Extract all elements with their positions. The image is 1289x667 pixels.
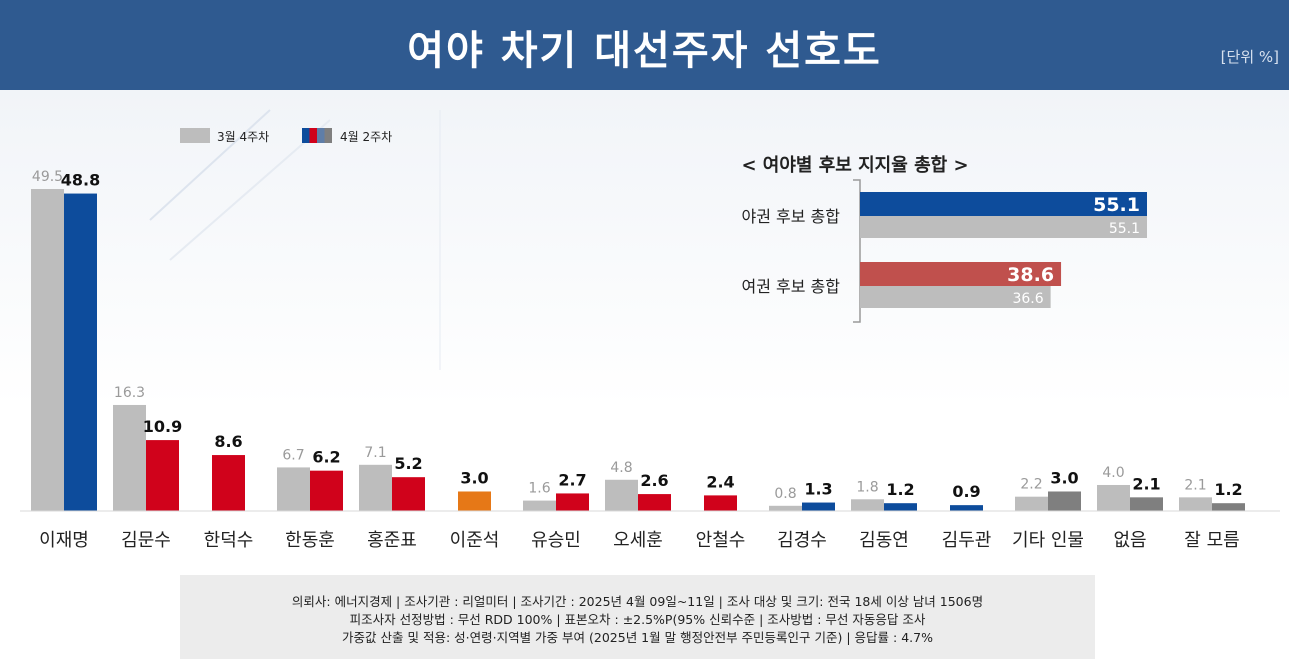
header-bar: 여야 차기 대선주자 선호도 [단위 %] — [0, 0, 1289, 90]
inset-title: < 여야별 후보 지지율 총합 > — [741, 154, 968, 176]
chart-background — [0, 90, 1289, 667]
inset-bracket — [853, 179, 861, 323]
category-label: 한동훈 — [285, 530, 335, 551]
bar-cur-label: 2.7 — [558, 470, 586, 489]
category-label: 이재명 — [39, 530, 89, 551]
inset-bar-cur-label: 55.1 — [1093, 194, 1140, 216]
bar-cur-label: 1.2 — [1214, 480, 1242, 499]
bar-prev-label: 49.5 — [32, 169, 63, 185]
bar-prev — [359, 464, 392, 511]
inset-bar-prev — [860, 286, 1051, 308]
decor-line — [149, 109, 271, 221]
category-label: 이준석 — [450, 530, 500, 551]
bar-cur — [1212, 503, 1245, 511]
survey-info-box: 의뢰사: 에너지경제 | 조사기관 : 리얼미터 | 조사기간 : 2025년 … — [180, 575, 1095, 659]
survey-info-line-3: 가중값 산출 및 적용: 성·연령·지역별 가중 부여 (2025년 1월 말 … — [342, 630, 933, 645]
bar-cur-label: 48.8 — [61, 171, 100, 190]
bar-prev — [1015, 496, 1048, 511]
category-label: 김경수 — [777, 530, 827, 551]
inset-bar-prev — [860, 216, 1147, 238]
bar-prev-label: 4.0 — [1102, 465, 1124, 481]
bar-prev — [523, 500, 556, 511]
category-label: 기타 인물 — [1012, 530, 1084, 551]
legend-swatch-cur — [309, 128, 317, 143]
legend-swatch-cur — [317, 128, 325, 143]
bar-cur-label: 0.9 — [952, 482, 980, 501]
bar-cur — [64, 193, 97, 511]
bar-cur — [884, 503, 917, 511]
survey-info-line-2: 피조사자 선정방법 : 무선 RDD 100% | 표본오차 : ±2.5%P(… — [349, 612, 926, 627]
category-label: 홍준표 — [367, 530, 417, 551]
bar-prev-label: 4.8 — [610, 460, 632, 476]
page-title: 여야 차기 대선주자 선호도 — [407, 28, 882, 74]
bar-cur — [802, 502, 835, 511]
bar-cur-label: 10.9 — [143, 417, 182, 436]
inset-category-label: 여권 후보 총합 — [742, 277, 841, 296]
inset-bar-prev-label: 36.6 — [1012, 291, 1043, 307]
bar-prev — [605, 479, 638, 511]
bar-prev — [113, 404, 146, 511]
bar-cur — [556, 493, 589, 511]
bar-prev-label: 2.1 — [1184, 477, 1206, 493]
bar-cur — [458, 491, 491, 511]
bar-cur — [1130, 497, 1163, 511]
category-label: 유승민 — [531, 530, 581, 551]
inset-bar-cur — [860, 192, 1147, 216]
bar-prev-label: 7.1 — [364, 445, 386, 461]
category-label: 김두관 — [942, 530, 992, 551]
bar-prev — [769, 505, 802, 511]
bar-cur — [704, 495, 737, 511]
legend-swatch-cur — [324, 128, 332, 143]
category-label: 한덕수 — [204, 530, 254, 551]
bar-cur — [950, 505, 983, 511]
category-label: 안철수 — [696, 530, 746, 551]
bar-cur — [310, 470, 343, 511]
unit-label: [단위 %] — [1220, 48, 1279, 66]
inset-bar-cur-label: 38.6 — [1007, 264, 1054, 286]
bar-cur — [638, 494, 671, 511]
bar-prev-label: 1.8 — [856, 479, 878, 495]
inset-bar-prev-label: 55.1 — [1109, 221, 1140, 237]
legend-swatch-prev — [180, 128, 210, 143]
bar-cur-label: 3.0 — [1050, 468, 1078, 487]
category-label: 오세훈 — [613, 530, 663, 551]
bar-cur — [212, 455, 245, 511]
bar-cur-label: 1.3 — [804, 480, 832, 499]
legend-label-prev: 3월 4주차 — [217, 130, 269, 144]
category-label: 김문수 — [121, 530, 171, 551]
bar-cur — [1048, 491, 1081, 511]
bar-cur-label: 2.6 — [640, 471, 668, 490]
bar-prev — [277, 467, 310, 511]
bar-cur — [392, 477, 425, 511]
legend-swatch-cur — [302, 128, 310, 143]
bar-prev — [1179, 497, 1212, 511]
bar-cur-label: 2.4 — [706, 472, 734, 491]
bar-cur-label: 5.2 — [394, 454, 422, 473]
bar-prev-label: 2.2 — [1020, 477, 1042, 493]
chart-area: 49.548.8 이재명 16.3 10.9 김문수 8.6 한덕수 6.7 6.2 한동훈 7.1… — [20, 109, 1280, 551]
bar-prev-label: 0.8 — [774, 486, 796, 502]
bar-cur-label: 2.1 — [1132, 474, 1160, 493]
bar-prev-label: 16.3 — [114, 385, 145, 401]
decor-line — [169, 119, 331, 261]
bar-cur-label: 8.6 — [214, 432, 242, 451]
category-label: 없음 — [1113, 530, 1146, 551]
survey-info-line-1: 의뢰사: 에너지경제 | 조사기관 : 리얼미터 | 조사기간 : 2025년 … — [291, 594, 984, 609]
inset-bar-cur — [860, 262, 1062, 286]
category-label: 잘 모름 — [1184, 530, 1239, 551]
bar-cur — [146, 440, 179, 511]
category-label: 김동연 — [859, 530, 909, 551]
inset-category-label: 야권 후보 총합 — [742, 207, 841, 226]
bar-cur-label: 6.2 — [312, 448, 340, 467]
bar-prev — [851, 499, 884, 511]
bar-prev-label: 1.6 — [528, 481, 550, 497]
bar-prev — [1097, 484, 1130, 511]
bar-cur-label: 1.2 — [886, 480, 914, 499]
bar-cur-label: 3.0 — [460, 468, 488, 487]
bar-prev — [31, 189, 64, 511]
legend-label-cur: 4월 2주차 — [340, 130, 392, 144]
bar-prev-label: 6.7 — [282, 447, 304, 463]
